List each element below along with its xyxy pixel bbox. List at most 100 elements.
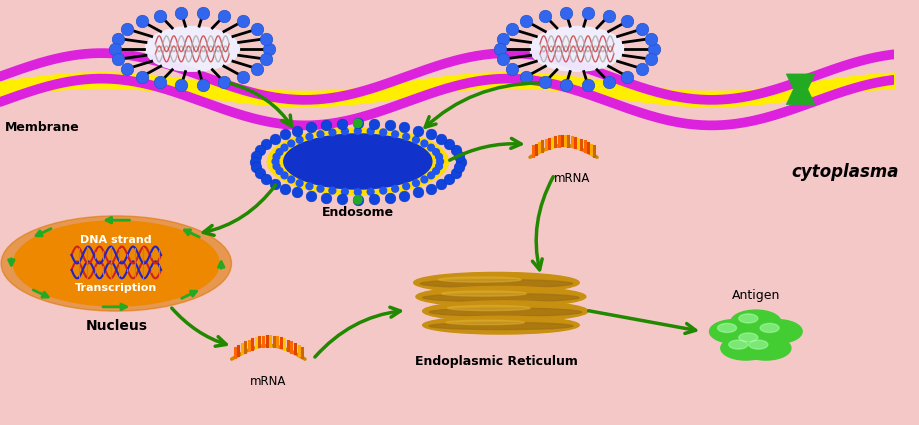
- Point: [398, 183, 413, 190]
- Point: [134, 18, 149, 25]
- Point: [634, 26, 649, 32]
- Point: [408, 136, 423, 143]
- Point: [312, 185, 327, 192]
- Point: [259, 35, 274, 42]
- Point: [453, 158, 468, 165]
- Point: [247, 158, 262, 165]
- Point: [388, 185, 403, 192]
- Point: [269, 153, 284, 160]
- Point: [235, 73, 250, 80]
- Point: [301, 133, 316, 140]
- Point: [258, 141, 273, 147]
- Point: [448, 170, 462, 177]
- Point: [558, 9, 573, 16]
- Point: [318, 122, 333, 128]
- Point: [277, 172, 291, 179]
- Point: [505, 65, 519, 72]
- Point: [284, 176, 299, 183]
- Point: [376, 129, 391, 136]
- Point: [601, 79, 616, 85]
- Text: mRNA: mRNA: [250, 375, 286, 388]
- Point: [108, 45, 122, 52]
- Point: [558, 82, 573, 88]
- Circle shape: [730, 310, 780, 334]
- Ellipse shape: [441, 291, 526, 296]
- Ellipse shape: [446, 320, 524, 325]
- Circle shape: [709, 320, 759, 343]
- Point: [119, 65, 134, 72]
- Text: Nucleus: Nucleus: [85, 319, 147, 333]
- Point: [643, 56, 658, 62]
- Point: [337, 128, 352, 135]
- Point: [397, 124, 412, 131]
- Text: cytoplasma: cytoplasma: [790, 163, 898, 181]
- Point: [277, 144, 291, 151]
- Point: [262, 45, 277, 52]
- Ellipse shape: [286, 135, 429, 188]
- Text: Endoplasmic Reticulum: Endoplasmic Reticulum: [414, 355, 577, 368]
- Point: [451, 152, 466, 159]
- Point: [272, 149, 287, 156]
- Ellipse shape: [422, 316, 579, 334]
- Point: [153, 12, 167, 19]
- Point: [312, 131, 327, 138]
- Point: [278, 185, 292, 192]
- Point: [388, 131, 403, 138]
- Circle shape: [748, 340, 767, 349]
- Circle shape: [759, 323, 778, 332]
- Point: [350, 120, 365, 127]
- Ellipse shape: [415, 286, 585, 307]
- Point: [537, 79, 551, 85]
- Point: [428, 149, 443, 156]
- Point: [646, 45, 661, 52]
- Circle shape: [728, 340, 747, 349]
- Point: [424, 144, 438, 151]
- Point: [366, 196, 380, 203]
- Circle shape: [738, 333, 757, 342]
- Point: [366, 120, 380, 127]
- Point: [350, 128, 365, 134]
- Point: [634, 65, 649, 72]
- Point: [537, 12, 551, 19]
- Point: [269, 163, 284, 170]
- Text: Antigen: Antigen: [731, 289, 779, 302]
- Point: [381, 122, 396, 128]
- Ellipse shape: [529, 27, 623, 71]
- Text: mRNA: mRNA: [553, 172, 590, 185]
- Point: [619, 73, 634, 80]
- Point: [259, 56, 274, 62]
- Point: [619, 18, 634, 25]
- Point: [442, 141, 457, 147]
- Point: [250, 26, 265, 32]
- Point: [518, 18, 533, 25]
- Point: [416, 176, 431, 183]
- Point: [376, 187, 391, 194]
- Ellipse shape: [275, 131, 439, 192]
- Ellipse shape: [429, 308, 581, 316]
- Point: [267, 158, 282, 165]
- Point: [111, 56, 126, 62]
- Point: [235, 18, 250, 25]
- Point: [267, 181, 281, 187]
- Point: [248, 164, 263, 171]
- Circle shape: [730, 329, 780, 353]
- Circle shape: [720, 336, 770, 360]
- Point: [324, 129, 339, 136]
- Point: [408, 180, 423, 187]
- Point: [643, 35, 658, 42]
- Point: [433, 181, 448, 187]
- Point: [153, 79, 167, 85]
- Point: [411, 127, 425, 134]
- Point: [423, 131, 437, 138]
- Point: [431, 153, 446, 160]
- Point: [350, 196, 365, 203]
- Ellipse shape: [428, 323, 573, 330]
- Point: [253, 170, 267, 177]
- Point: [301, 183, 316, 190]
- Polygon shape: [786, 89, 814, 105]
- Point: [292, 136, 307, 143]
- Ellipse shape: [422, 294, 578, 302]
- Point: [253, 146, 267, 153]
- Ellipse shape: [447, 306, 529, 311]
- Point: [272, 167, 287, 174]
